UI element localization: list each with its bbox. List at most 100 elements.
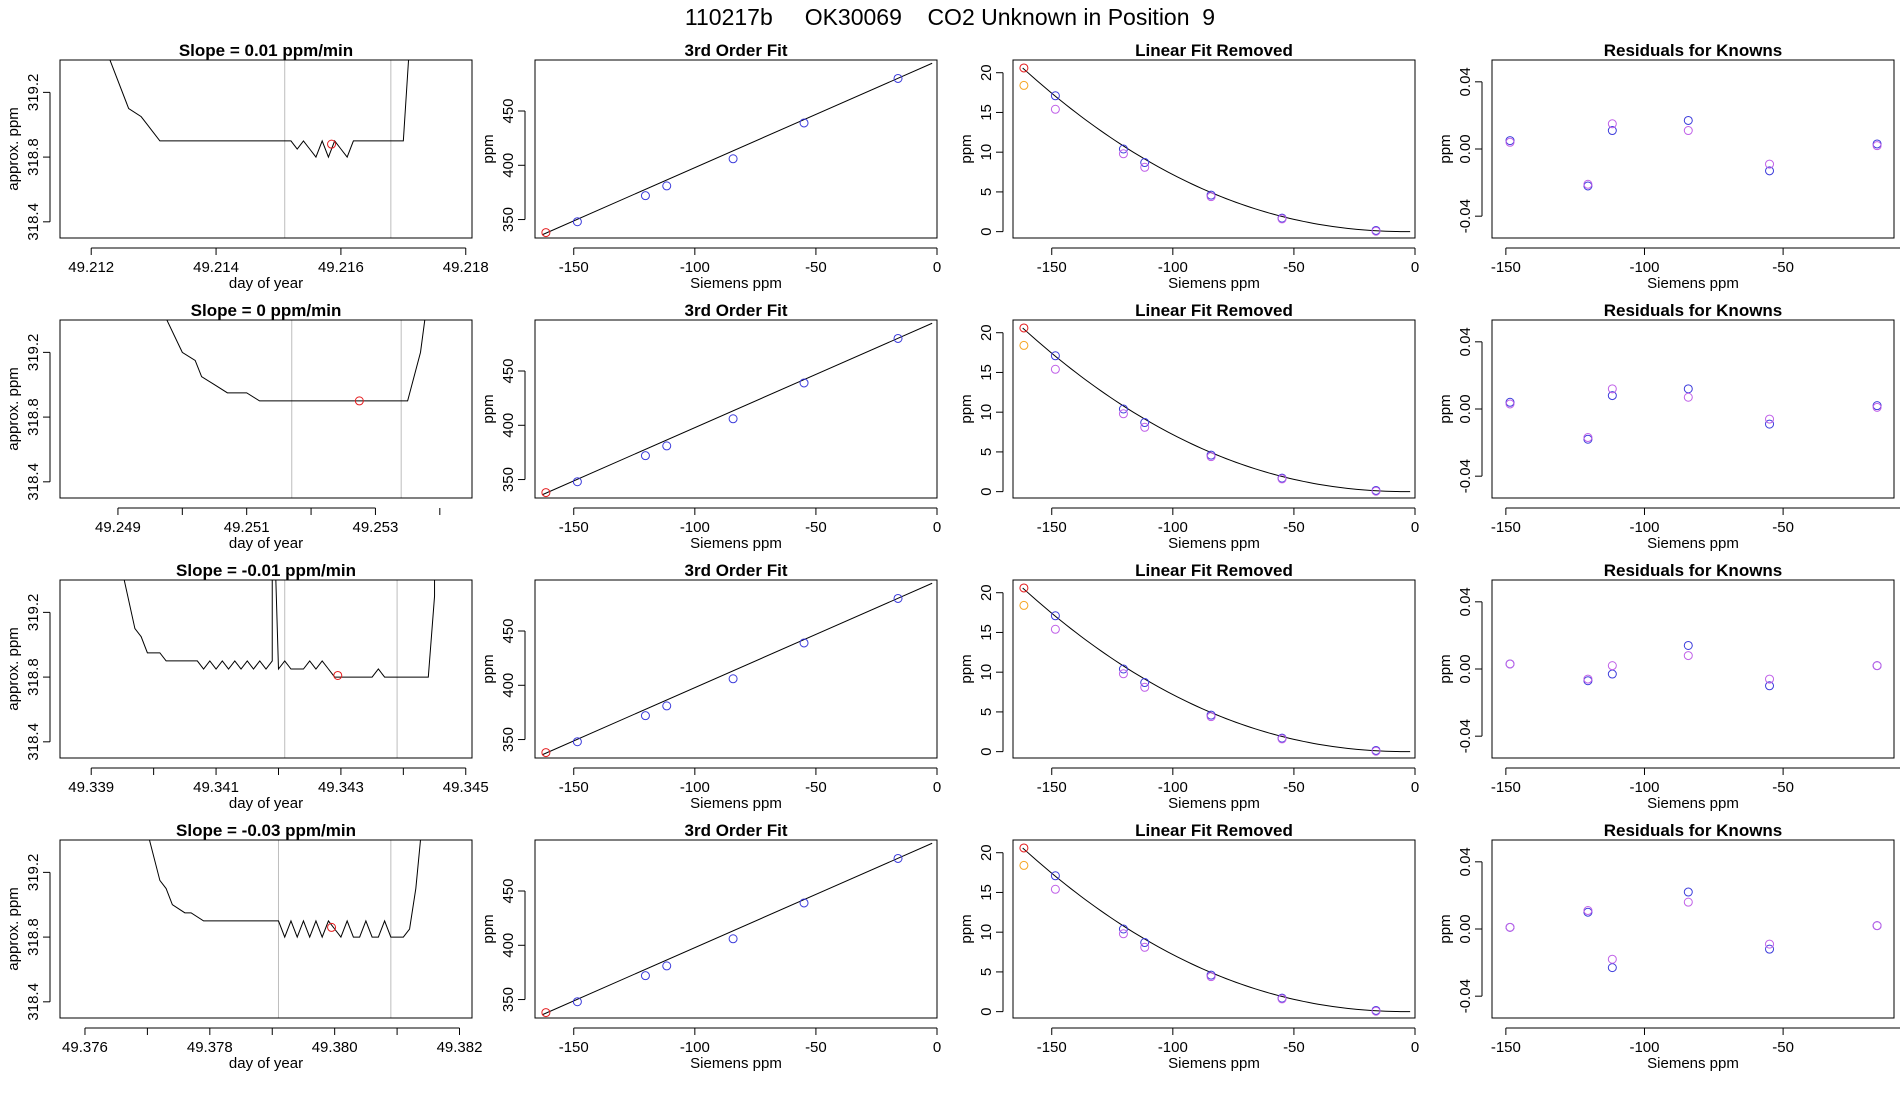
fit-curve: [542, 842, 933, 1016]
data-point-blue: [1050, 91, 1060, 101]
page-title: 110217b OK30069 CO2 Unknown in Position …: [684, 4, 1216, 30]
y-tick-label: -0.04: [1457, 199, 1474, 233]
y-tick-label: 0.00: [1457, 654, 1474, 683]
y-tick-label: 10: [978, 924, 995, 941]
y-axis-label: ppm: [480, 394, 497, 423]
x-tick-label: 49.249: [95, 519, 141, 536]
x-axis-label: day of year: [229, 795, 303, 812]
y-axis-label: ppm: [958, 394, 975, 423]
x-tick-label: -100: [1629, 519, 1659, 536]
chart-title: Residuals for Knowns: [1604, 821, 1783, 840]
data-point-red: [333, 670, 343, 680]
x-axis-label: Siemens ppm: [1168, 535, 1260, 552]
data-point-blue: [1765, 681, 1775, 691]
data-point-red: [1019, 63, 1029, 73]
data-point-blue: [1683, 115, 1693, 125]
data-point-violet: [1118, 669, 1128, 679]
y-tick-label: 0.00: [1457, 134, 1474, 163]
data-point-red: [1019, 323, 1029, 333]
data-point-blue: [640, 191, 650, 201]
x-tick-label: 49.218: [443, 259, 489, 276]
x-axis-label: Siemens ppm: [1647, 275, 1739, 292]
panel-linear_removed-row-2: -150 -100 -50 0 Siemens ppm 0 5 10 15 20 ppm Linear…: [958, 301, 1419, 552]
data-point-blue: [1607, 126, 1617, 136]
y-axis-label: ppm: [480, 134, 497, 163]
x-tick-label: 49.341: [193, 779, 239, 796]
x-tick-label: -150: [1037, 779, 1067, 796]
fit-curve: [1022, 327, 1411, 493]
x-tick-label: 0: [1411, 779, 1419, 796]
y-tick-label: 450: [500, 618, 517, 643]
plot-content: [123, 580, 436, 758]
plot-content: [541, 582, 933, 758]
data-point-red: [327, 922, 337, 932]
x-tick-label: -50: [1283, 259, 1305, 276]
y-tick-label: 319.2: [25, 334, 42, 372]
data-point-blue: [662, 181, 672, 191]
plot-content: [1019, 63, 1411, 236]
y-tick-label: 400: [500, 933, 517, 958]
data-point-blue: [893, 593, 903, 603]
data-point-blue: [893, 73, 903, 83]
data-point-blue: [640, 711, 650, 721]
data-point-violet: [1206, 192, 1216, 202]
data-point-blue: [799, 638, 809, 648]
data-point-red: [541, 228, 551, 238]
x-tick-label: 49.380: [312, 1039, 358, 1056]
y-tick-label: -0.04: [1457, 979, 1474, 1013]
data-point-violet: [1505, 922, 1515, 932]
x-tick-label: 49.251: [224, 519, 270, 536]
data-point-violet: [1765, 939, 1775, 949]
x-tick-label: 0: [933, 519, 941, 536]
x-tick-label: -100: [1629, 779, 1659, 796]
y-axis-label: ppm: [1437, 914, 1454, 943]
plot-content: [1019, 843, 1411, 1016]
x-tick-label: -100: [1158, 259, 1188, 276]
y-axis-label: approx. ppm: [5, 887, 22, 970]
x-tick-label: -50: [1772, 779, 1794, 796]
x-tick-label: -150: [1491, 779, 1521, 796]
chart-title: Linear Fit Removed: [1135, 301, 1293, 320]
data-point-violet: [1277, 994, 1287, 1004]
data-point-blue: [1140, 418, 1150, 428]
plot-content: [1019, 323, 1411, 496]
data-point-red: [541, 748, 551, 758]
data-point-blue: [1607, 669, 1617, 679]
x-tick-label: -50: [805, 519, 827, 536]
data-point-blue: [640, 971, 650, 981]
data-point-blue: [1683, 887, 1693, 897]
y-tick-label: 20: [978, 64, 995, 81]
x-tick-label: -150: [1037, 519, 1067, 536]
data-point-violet: [1872, 141, 1882, 151]
x-tick-label: -100: [680, 1039, 710, 1056]
x-tick-label: 49.382: [437, 1039, 483, 1056]
x-tick-label: -100: [1158, 519, 1188, 536]
data-point-blue: [572, 997, 582, 1007]
data-point-violet: [1765, 414, 1775, 424]
data-point-violet: [1118, 929, 1128, 939]
x-tick-label: -150: [559, 1039, 589, 1056]
data-point-blue: [572, 217, 582, 227]
y-tick-label: 0.00: [1457, 394, 1474, 423]
x-tick-label: 0: [1411, 259, 1419, 276]
data-point-blue: [1050, 611, 1060, 621]
y-tick-label: 450: [500, 98, 517, 123]
y-tick-label: 20: [978, 844, 995, 861]
y-tick-label: 350: [500, 467, 517, 492]
y-tick-label: 318.4: [25, 463, 42, 501]
data-point-violet: [1371, 486, 1381, 496]
data-point-blue: [893, 333, 903, 343]
panel-timeseries-row-2: 49.249 49.251 49.253 day of year 318.4 318.8 3…: [5, 301, 473, 552]
data-point-violet: [1140, 942, 1150, 952]
data-point-blue: [662, 441, 672, 451]
data-point-blue: [1683, 384, 1693, 394]
plot-frame: [534, 839, 938, 1019]
x-tick-label: -100: [680, 259, 710, 276]
y-tick-label: 350: [500, 207, 517, 232]
data-point-blue: [728, 154, 738, 164]
x-tick-label: 49.343: [318, 779, 364, 796]
data-point-blue: [728, 934, 738, 944]
data-point-violet: [1206, 972, 1216, 982]
data-point-violet: [1206, 452, 1216, 462]
